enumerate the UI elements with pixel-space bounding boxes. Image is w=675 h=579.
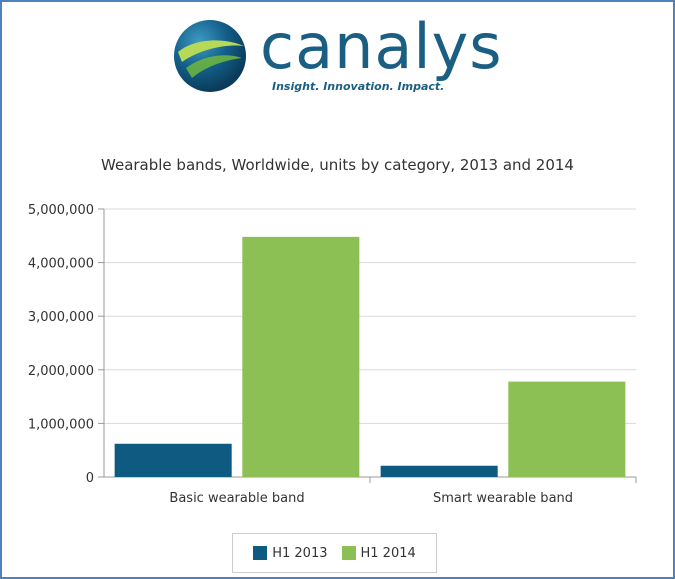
x-tick-label: Basic wearable band	[169, 491, 304, 506]
y-tick-label: 3,000,000	[28, 310, 94, 325]
y-tick-label: 2,000,000	[28, 364, 94, 379]
chart-title: Wearable bands, Worldwide, units by cate…	[101, 156, 574, 174]
canalys-logo: canalys Insight. Innovation. Impact.	[172, 10, 512, 100]
globe-icon	[174, 20, 246, 92]
legend-item-h1-2014[interactable]: H1 2014	[341, 545, 416, 561]
legend-label: H1 2014	[360, 545, 416, 561]
logo-wordmark: canalys	[260, 10, 503, 83]
bar-h1-2014	[242, 236, 360, 477]
bar-h1-2013	[114, 443, 232, 477]
y-tick-label: 0	[86, 471, 94, 486]
y-tick-label: 4,000,000	[28, 257, 94, 272]
legend-item-h1-2013[interactable]: H1 2013	[253, 545, 328, 561]
bar-h1-2014	[508, 381, 626, 477]
bar-h1-2013	[380, 465, 498, 477]
y-tick-label: 1,000,000	[28, 417, 94, 432]
legend-swatch	[253, 546, 268, 560]
logo-tagline: Insight. Innovation. Impact.	[272, 80, 445, 93]
legend-label: H1 2013	[272, 545, 328, 561]
chart-legend[interactable]: H1 2013 H1 2014	[232, 533, 437, 573]
x-tick-label: Smart wearable band	[433, 491, 573, 506]
y-tick-label: 5,000,000	[28, 203, 94, 218]
legend-swatch	[341, 546, 356, 560]
